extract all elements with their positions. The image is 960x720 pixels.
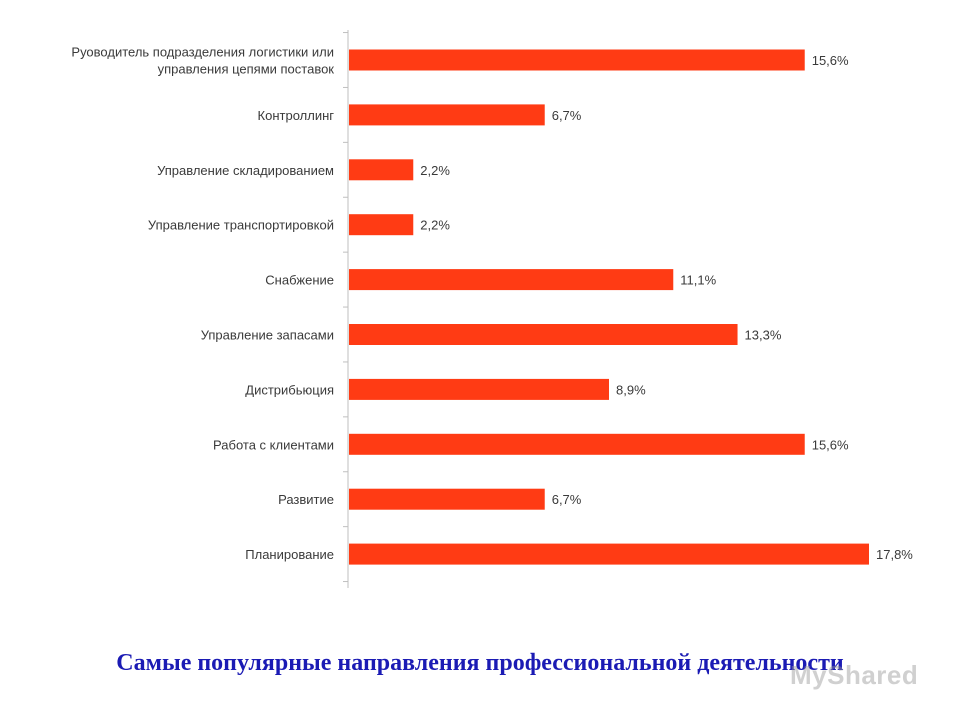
bar xyxy=(349,49,805,71)
bar xyxy=(349,159,414,181)
chart-caption: Самые популярные направления профессиона… xyxy=(116,650,844,676)
chart-svg: 15,6% Руоводитель подразделения логистики… xyxy=(71,30,913,588)
category-label: Руоводитель подразделения логистики или у… xyxy=(71,45,334,77)
data-label: 6,7% xyxy=(552,108,582,123)
bar xyxy=(349,324,738,345)
bar xyxy=(349,488,545,510)
data-label: 2,2% xyxy=(420,163,450,178)
category-label: Контроллинг xyxy=(258,108,335,123)
bar xyxy=(349,378,609,400)
category-label: Управление складированием xyxy=(157,163,334,178)
category-label: Работа с клиентами xyxy=(213,437,334,452)
data-label: 8,9% xyxy=(616,382,646,397)
category-label: Управление запасами xyxy=(201,328,334,343)
bar xyxy=(349,543,869,565)
category-label: Дистрибьюция xyxy=(245,382,334,397)
data-label: 17,8% xyxy=(876,547,913,562)
watermark-logo: MyShared xyxy=(790,660,919,690)
data-label: 13,3% xyxy=(745,328,782,343)
data-label: 6,7% xyxy=(552,492,582,507)
data-label: 11,1% xyxy=(680,273,716,288)
data-label: 15,6% xyxy=(812,437,849,452)
data-label: 2,2% xyxy=(420,218,450,233)
category-label: Управление транспортировкой xyxy=(148,218,334,233)
category-label: Развитие xyxy=(278,492,334,507)
bar xyxy=(349,269,674,291)
data-label: 15,6% xyxy=(812,53,849,68)
bar xyxy=(349,104,545,126)
category-label: Снабжение xyxy=(265,273,334,288)
bar-chart: 15,6% Руоводитель подразделения логистики… xyxy=(71,30,913,588)
category-label: Планирование xyxy=(245,547,334,562)
bar xyxy=(349,433,805,455)
bar xyxy=(349,214,414,236)
